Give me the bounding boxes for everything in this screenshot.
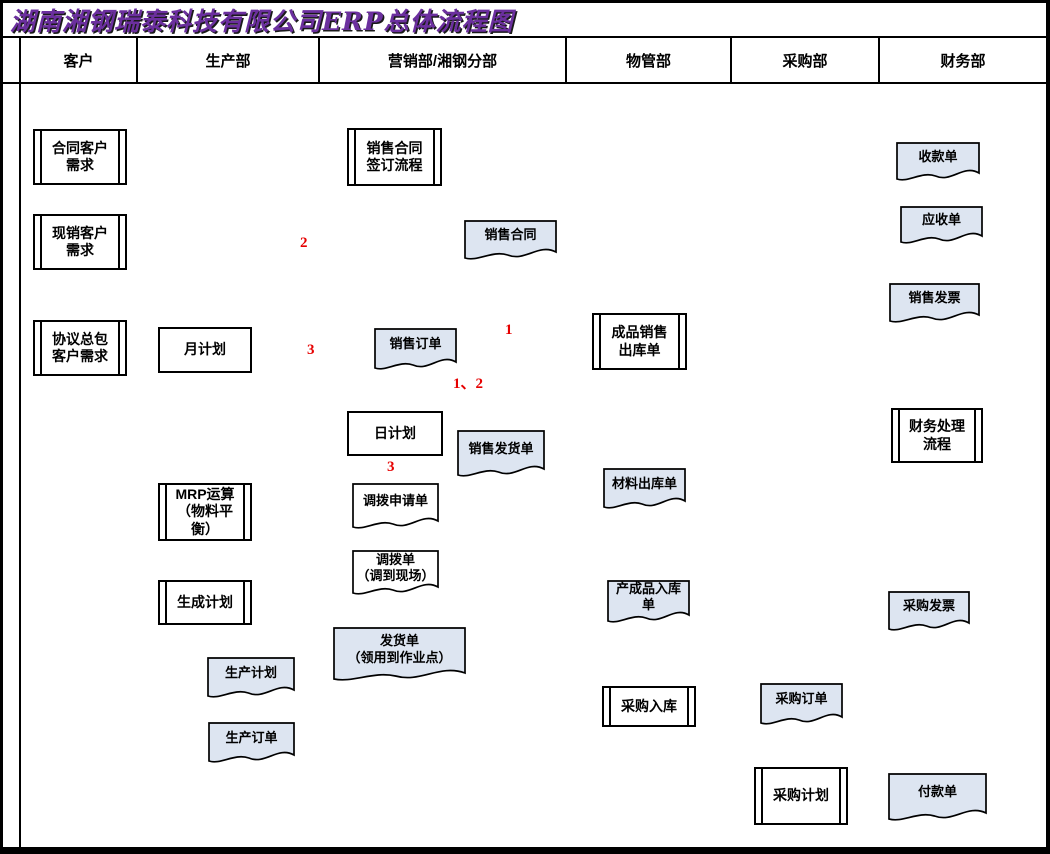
document-shape [900, 206, 983, 244]
node-cash-sale-customer-demand: 现销客户 需求 [33, 214, 127, 270]
node-label: 调拨申请单 [362, 493, 428, 509]
node-label: 生产计划 [224, 664, 277, 680]
node-finished-goods-sales-outbound: 成品销售 出库单 [592, 313, 687, 370]
node-transfer-request-form: 调拨申请单 [352, 483, 439, 532]
node-generate-plan: 生成计划 [158, 580, 252, 625]
header-cell-left-strip [3, 38, 21, 82]
flowchart-canvas: 合同客户 需求 现销客户 需求 协议总包 客户需求 月计划 MRP运算 （物料平 衡） 生… [3, 3, 1046, 847]
node-receipt-form: 收款单 [896, 142, 980, 184]
node-production-plan: 生产计划 [207, 657, 295, 701]
annotation-flow-number-1-2: 1、2 [452, 376, 485, 393]
column-header-purchasing: 采购部 [732, 38, 880, 82]
node-label: 生产订单 [225, 729, 278, 745]
node-label: 收款单 [918, 148, 958, 164]
node-label: 采购订单 [775, 691, 828, 707]
document-shape [896, 142, 980, 181]
document-shape [888, 773, 987, 821]
document-shape [888, 591, 970, 631]
annotation-flow-number-1: 1 [504, 322, 514, 339]
column-header-finance: 财务部 [940, 52, 986, 70]
title-bar: 湖南湘钢瑞泰科技有限公司ERP总体流程图 [3, 3, 1046, 38]
annotation-flow-number-2: 2 [299, 235, 309, 252]
node-purchase-inbound: 采购入库 [602, 686, 696, 727]
department-header-row: 客户 生产部 营销部/湘钢分部 物管部 采购部 财务部 [3, 38, 1046, 84]
node-daily-plan: 日计划 [347, 411, 443, 456]
document-shape [607, 580, 690, 623]
node-label: 调拨单 （调到现场） [356, 551, 435, 583]
node-monthly-plan: 月计划 [158, 327, 252, 373]
node-production-order: 生产订单 [208, 722, 295, 766]
node-delivery-form-workpoint: 发货单 （领用到作业点） [333, 627, 466, 684]
document-shape [889, 283, 980, 323]
node-purchase-invoice: 采购发票 [888, 591, 970, 634]
node-label: 付款单 [917, 784, 957, 800]
annotation-flow-number-3a: 3 [306, 342, 316, 359]
node-label: 材料出库单 [611, 475, 677, 491]
document-shape [352, 550, 439, 595]
node-sales-contract-signing-process: 销售合同 签订流程 [347, 128, 442, 186]
node-label: 采购发票 [902, 598, 955, 614]
node-label: 发货单 （领用到作业点） [347, 633, 452, 665]
column-header-materials: 物管部 [567, 38, 732, 82]
node-purchase-plan: 采购计划 [754, 767, 848, 825]
node-sales-order: 销售订单 [374, 328, 457, 373]
node-label: 应收单 [921, 212, 961, 228]
node-label: 销售订单 [389, 336, 442, 352]
document-shape [464, 220, 557, 260]
node-sales-contract: 销售合同 [464, 220, 557, 263]
node-agreement-package-customer-demand: 协议总包 客户需求 [33, 320, 127, 376]
node-purchase-order: 采购订单 [760, 683, 843, 728]
node-sales-invoice: 销售发票 [889, 283, 980, 326]
document-shape [352, 483, 439, 529]
node-label: 销售发货单 [468, 440, 534, 456]
document-shape [374, 328, 457, 370]
node-label: 产成品入库 单 [615, 580, 681, 612]
node-financial-processing-process: 财务处理 流程 [891, 408, 983, 463]
column-header-customer: 客户 [21, 38, 138, 82]
document-shape [333, 627, 466, 681]
left-strip-divider-line [19, 84, 21, 847]
page-title: 湖南湘钢瑞泰科技有限公司ERP总体流程图 [10, 6, 514, 36]
node-label: 销售发票 [908, 290, 961, 306]
document-shape [457, 430, 545, 477]
column-header-marketing: 营销部/湘钢分部 [320, 38, 567, 82]
document-shape [207, 657, 295, 698]
node-payment-form: 付款单 [888, 773, 987, 824]
node-label: 销售合同 [484, 227, 537, 243]
document-shape [760, 683, 843, 725]
column-header-production: 生产部 [138, 38, 320, 82]
node-mrp-calculation: MRP运算 （物料平 衡） [158, 483, 252, 541]
node-material-outbound-form: 材料出库单 [603, 468, 686, 512]
node-receivable-form: 应收单 [900, 206, 983, 247]
node-sales-delivery-form: 销售发货单 [457, 430, 545, 480]
node-finished-product-inbound-form: 产成品入库 单 [607, 580, 690, 626]
annotation-flow-number-3b: 3 [386, 459, 396, 476]
document-shape [208, 722, 295, 763]
node-transfer-form: 调拨单 （调到现场） [352, 550, 439, 598]
document-shape [603, 468, 686, 509]
node-contract-customer-demand: 合同客户 需求 [33, 129, 127, 185]
